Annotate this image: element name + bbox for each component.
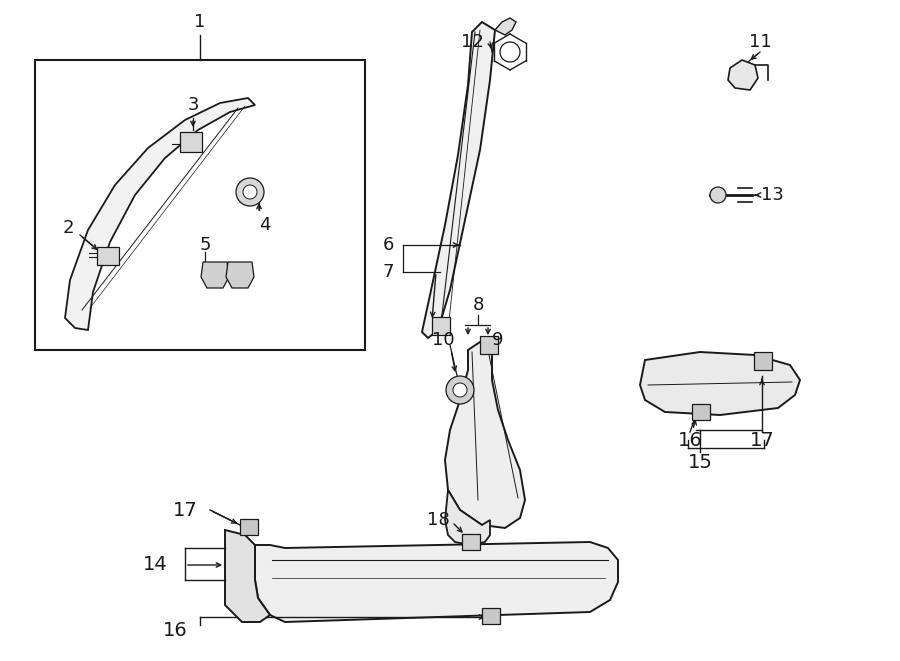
Text: 3: 3 <box>187 96 199 114</box>
Text: 17: 17 <box>750 430 774 449</box>
PathPatch shape <box>445 490 490 545</box>
Text: 10: 10 <box>432 331 454 349</box>
Circle shape <box>453 383 467 397</box>
PathPatch shape <box>422 22 495 338</box>
Bar <box>432 317 450 335</box>
Bar <box>482 608 500 624</box>
Bar <box>754 352 772 370</box>
PathPatch shape <box>445 342 525 528</box>
PathPatch shape <box>65 98 255 330</box>
Bar <box>692 404 710 420</box>
Bar <box>480 336 498 354</box>
PathPatch shape <box>226 262 254 288</box>
Text: 16: 16 <box>163 621 187 639</box>
Text: 8: 8 <box>472 296 483 314</box>
Circle shape <box>500 42 520 62</box>
Text: 15: 15 <box>688 453 713 471</box>
Circle shape <box>243 185 257 199</box>
PathPatch shape <box>201 262 229 288</box>
Text: 2: 2 <box>62 219 74 237</box>
Bar <box>240 519 258 535</box>
Text: 17: 17 <box>173 500 197 520</box>
Text: 7: 7 <box>382 263 394 281</box>
Bar <box>180 132 202 152</box>
Text: 13: 13 <box>760 186 783 204</box>
Bar <box>97 247 119 265</box>
Text: 11: 11 <box>749 33 771 51</box>
Text: 16: 16 <box>678 430 702 449</box>
Text: 4: 4 <box>259 216 271 234</box>
Circle shape <box>710 187 726 203</box>
Text: 9: 9 <box>492 331 504 349</box>
Bar <box>35 60 365 350</box>
Text: 12: 12 <box>461 33 483 51</box>
PathPatch shape <box>495 18 516 35</box>
PathPatch shape <box>255 542 618 622</box>
Text: 1: 1 <box>194 13 206 31</box>
Bar <box>462 534 480 550</box>
Text: 18: 18 <box>427 511 449 529</box>
Circle shape <box>236 178 264 206</box>
Circle shape <box>446 376 474 404</box>
Text: 6: 6 <box>382 236 393 254</box>
PathPatch shape <box>728 60 758 90</box>
PathPatch shape <box>225 530 270 622</box>
Text: 5: 5 <box>199 236 211 254</box>
PathPatch shape <box>640 352 800 415</box>
Text: 14: 14 <box>142 555 167 574</box>
